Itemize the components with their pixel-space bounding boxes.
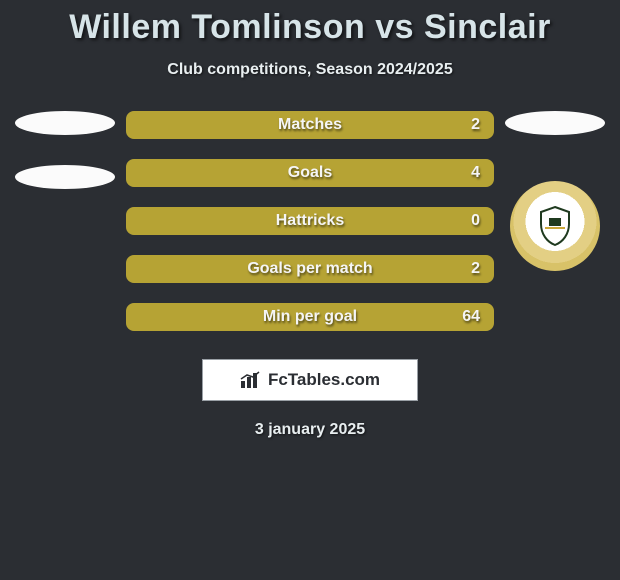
stat-label: Goals xyxy=(126,164,494,182)
stat-value: 4 xyxy=(471,164,480,182)
right-team-crest xyxy=(510,181,600,271)
stat-value: 64 xyxy=(462,308,480,326)
page-subtitle: Club competitions, Season 2024/2025 xyxy=(0,61,620,79)
stat-value: 2 xyxy=(471,116,480,134)
brand-text: FcTables.com xyxy=(268,370,380,390)
stat-label: Goals per match xyxy=(126,260,494,278)
right-team-col xyxy=(500,111,610,271)
stat-label: Min per goal xyxy=(126,308,494,326)
left-team-placeholder-1 xyxy=(15,111,115,135)
left-team-col xyxy=(10,111,120,219)
stat-label: Hattricks xyxy=(126,212,494,230)
brand-box[interactable]: FcTables.com xyxy=(202,359,418,401)
stat-bar: Hattricks0 xyxy=(126,207,494,235)
right-team-placeholder xyxy=(505,111,605,135)
stat-bar: Goals per match2 xyxy=(126,255,494,283)
content-row: Matches2Goals4Hattricks0Goals per match2… xyxy=(0,111,620,331)
root: Willem Tomlinson vs Sinclair Club compet… xyxy=(0,0,620,439)
stat-bar: Min per goal64 xyxy=(126,303,494,331)
stat-value: 2 xyxy=(471,260,480,278)
stat-label: Matches xyxy=(126,116,494,134)
page-title: Willem Tomlinson vs Sinclair xyxy=(0,8,620,47)
bar-chart-icon xyxy=(240,371,262,389)
stat-bar: Goals4 xyxy=(126,159,494,187)
stat-value: 0 xyxy=(471,212,480,230)
stats-bars: Matches2Goals4Hattricks0Goals per match2… xyxy=(120,111,500,331)
shield-icon xyxy=(533,204,577,248)
footer-date: 3 january 2025 xyxy=(0,421,620,439)
left-team-placeholder-2 xyxy=(15,165,115,189)
stat-bar: Matches2 xyxy=(126,111,494,139)
